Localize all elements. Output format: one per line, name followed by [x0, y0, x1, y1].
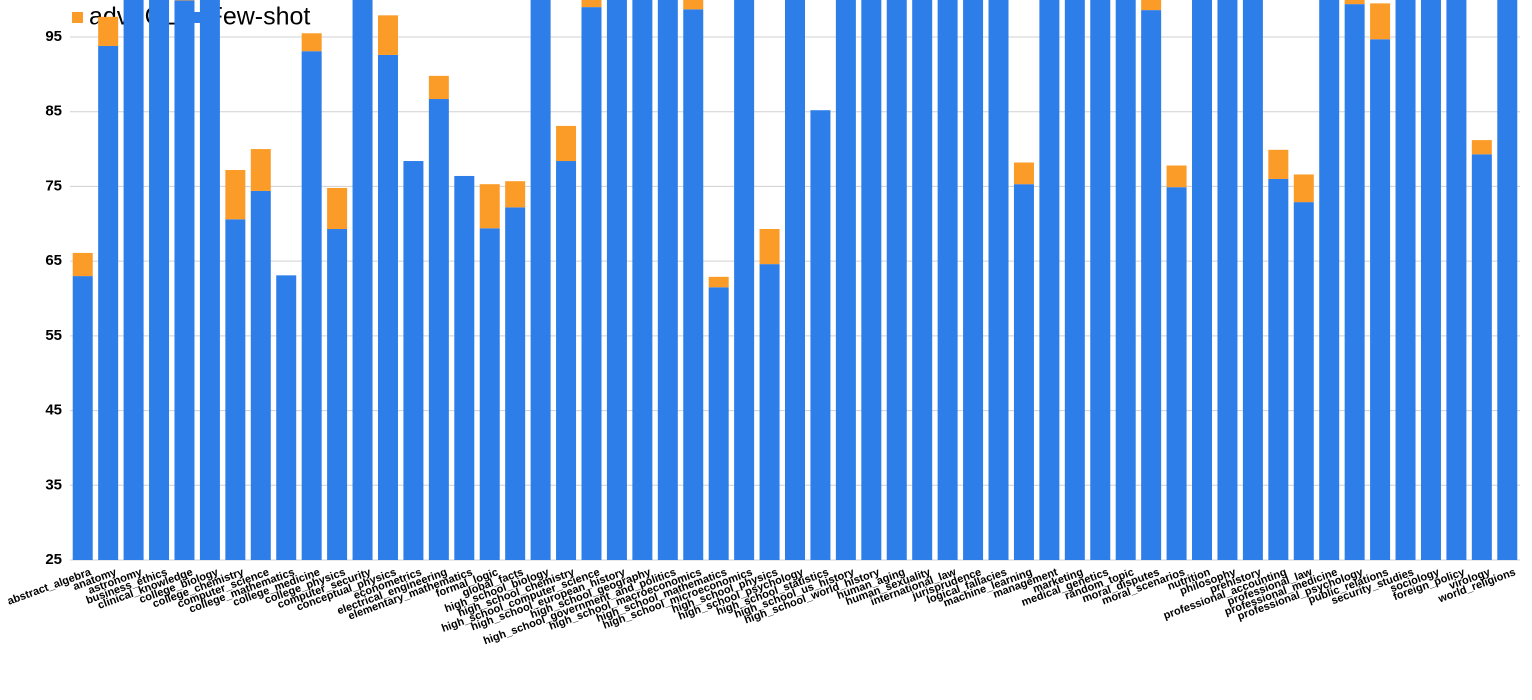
bar-segment	[1166, 165, 1187, 188]
y-tick-label: 25	[45, 551, 62, 568]
bar-segment	[1395, 0, 1416, 561]
bar-segment	[1217, 0, 1238, 561]
bar-segment	[98, 45, 119, 561]
bar-segment	[1013, 184, 1034, 561]
bar-segment	[581, 0, 602, 8]
bar-segment	[785, 0, 805, 561]
bar-segment	[301, 51, 322, 561]
bar-segment	[708, 287, 729, 560]
bar-segment	[1141, 0, 1162, 11]
bar-segment	[1293, 174, 1314, 203]
bar-segment	[1370, 3, 1391, 40]
bar-segment	[734, 0, 755, 560]
bar-segment	[1192, 0, 1213, 561]
bar-segment	[1420, 0, 1441, 560]
bar-segment	[759, 264, 780, 560]
bar-segment	[632, 0, 653, 561]
bar-segment	[199, 0, 220, 560]
bar-segment	[708, 276, 729, 288]
bar-segment	[301, 33, 322, 52]
bar-segment	[149, 0, 170, 561]
bar-segment	[1319, 0, 1340, 561]
bar-segment	[988, 0, 1009, 561]
bar-segment	[505, 181, 526, 208]
bar-segment	[403, 161, 424, 561]
bar-segment	[810, 110, 831, 560]
bar-segment	[505, 207, 526, 560]
bar-segment	[530, 0, 551, 561]
bar-segment	[1293, 202, 1314, 560]
bar-segment	[479, 228, 500, 561]
bar-segment	[1268, 178, 1289, 560]
bar-segment	[377, 54, 398, 560]
bar-segment	[428, 75, 449, 100]
bar-segment	[1013, 162, 1034, 185]
bar-segment	[250, 190, 271, 560]
bar-segment	[1471, 140, 1492, 155]
bar-segment	[98, 16, 119, 46]
bar-segment	[606, 0, 627, 560]
bar-segment	[327, 229, 348, 560]
bar-segment	[174, 0, 195, 560]
bar-segment	[1166, 187, 1187, 560]
y-tick-label: 65	[45, 252, 62, 269]
bar-segment	[276, 275, 297, 560]
bar-segment	[250, 149, 271, 191]
bar-segment	[556, 161, 577, 561]
bar-segment	[454, 175, 475, 560]
bar-segment	[556, 125, 577, 162]
bar-segment	[1344, 0, 1365, 5]
bar-segment	[479, 184, 500, 229]
bar-segment	[225, 219, 246, 560]
legend-swatch	[190, 12, 202, 23]
y-tick-label: 45	[45, 402, 62, 419]
bar-segment	[352, 0, 373, 561]
bar-segment	[327, 187, 348, 230]
bar-segment	[835, 0, 856, 561]
legend-label: Few-shot	[208, 3, 311, 31]
bar-segment	[683, 9, 704, 561]
bar-segment	[1242, 0, 1263, 561]
bar-segment	[1039, 0, 1060, 561]
bar-segment	[1090, 0, 1111, 560]
bar-segment	[72, 252, 93, 277]
bar-segment	[428, 99, 449, 561]
bar-segment	[1446, 0, 1467, 560]
bar-segment	[1471, 154, 1492, 560]
bar-segment	[225, 169, 246, 220]
bar-segment	[377, 15, 398, 55]
y-tick-label: 85	[45, 103, 62, 120]
bar-segment	[886, 0, 907, 560]
y-tick-label: 35	[45, 476, 62, 493]
legend-swatch	[72, 12, 83, 23]
bar-segment	[581, 7, 602, 561]
bar-segment	[657, 0, 678, 561]
bar-segment	[963, 0, 984, 561]
y-tick-label: 55	[45, 327, 62, 344]
bar-segment	[1115, 0, 1136, 560]
bar-segment	[72, 276, 93, 560]
y-tick-label: 75	[45, 177, 62, 194]
bar-segment	[912, 0, 933, 561]
bar-segment	[861, 0, 882, 560]
bar-segment	[1497, 0, 1518, 560]
bar-segment	[1370, 39, 1391, 560]
bar-segment	[1344, 4, 1365, 560]
bar-segment	[683, 0, 704, 10]
y-tick-label: 95	[45, 28, 62, 45]
bar-segment	[1064, 0, 1085, 561]
bar-segment	[937, 0, 958, 560]
bar-segment	[1268, 149, 1289, 179]
bar-segment	[759, 229, 780, 265]
bar-segment	[123, 0, 144, 561]
bar-segment	[1141, 10, 1162, 561]
